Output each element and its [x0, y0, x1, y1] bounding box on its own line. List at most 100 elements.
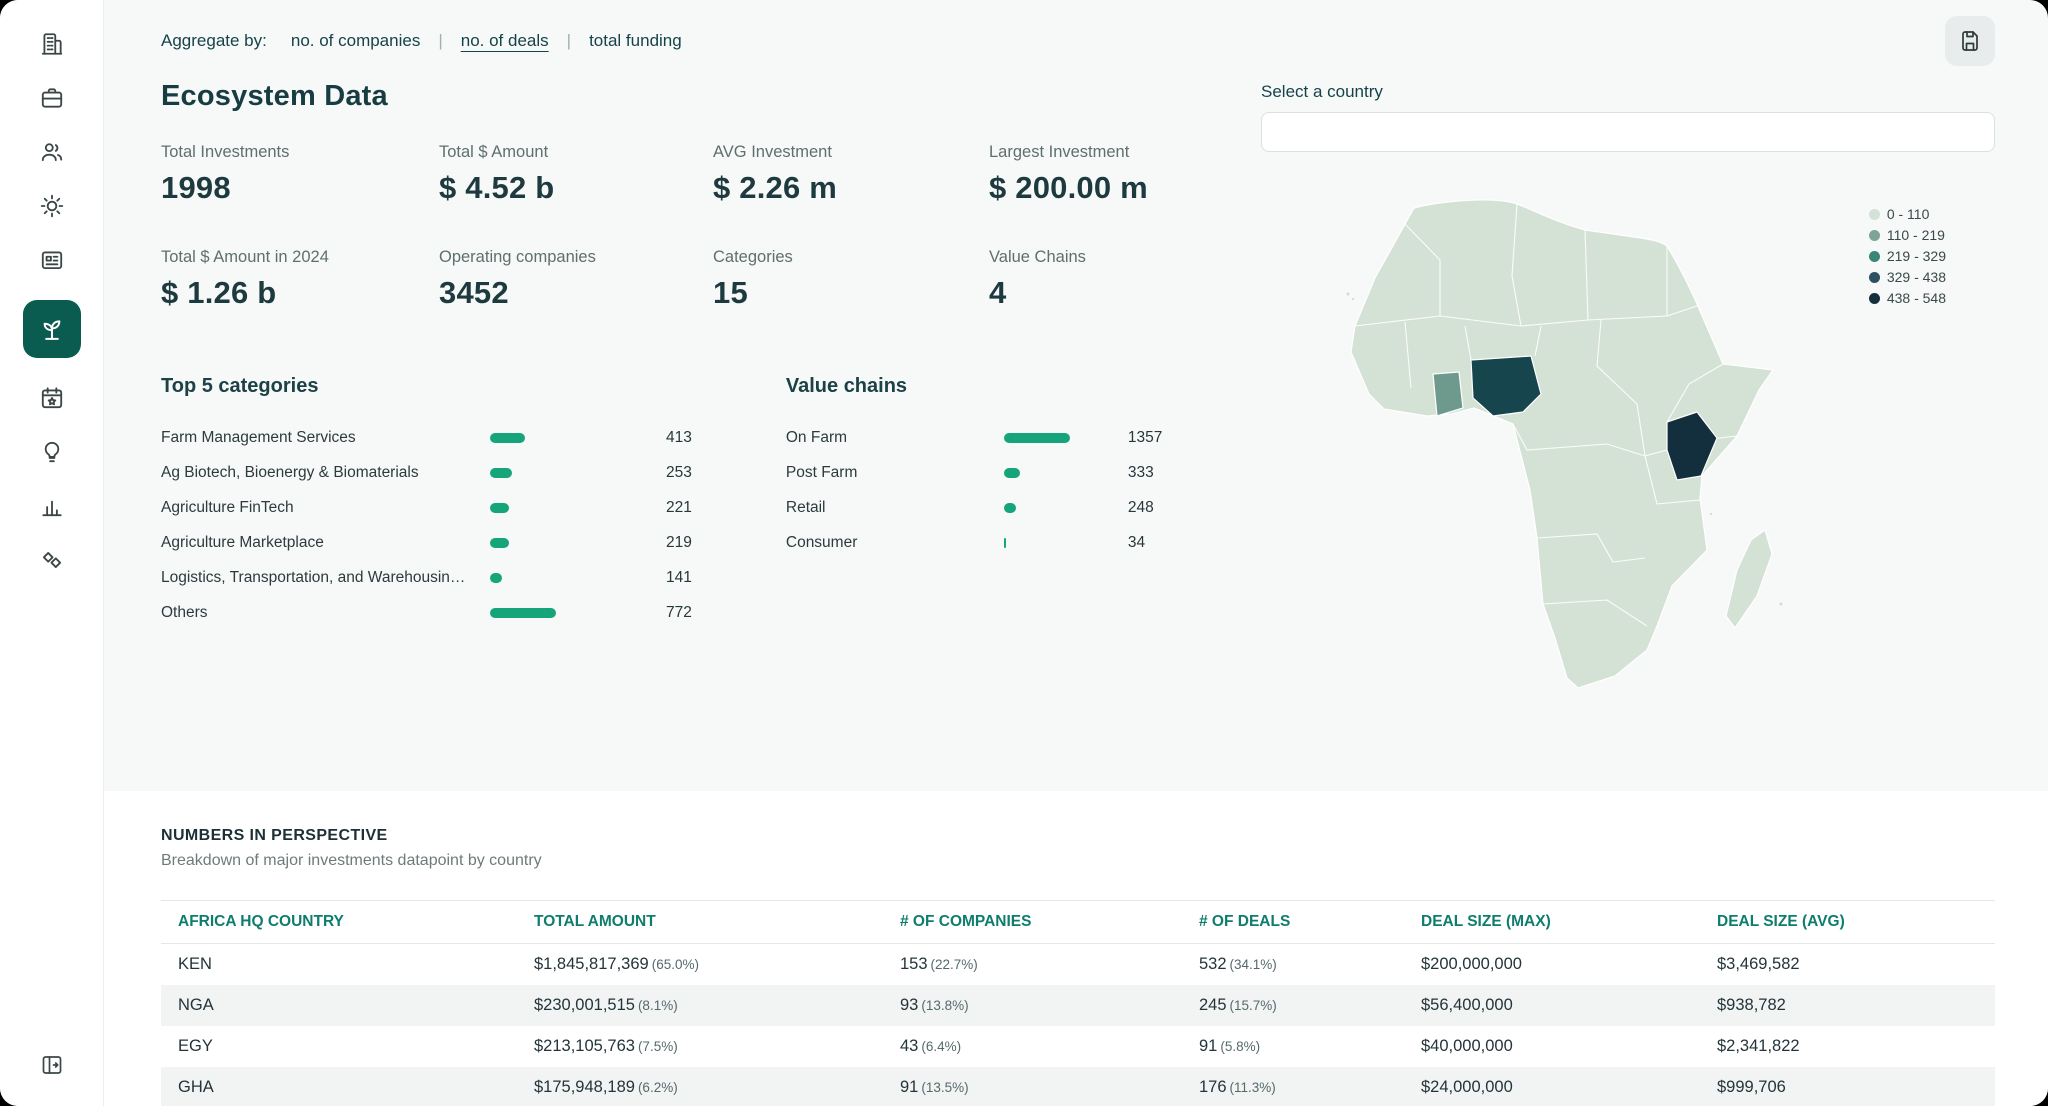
island-madagascar[interactable]: [1725, 529, 1773, 630]
cell-percent: (22.7%): [930, 957, 978, 972]
numbers-in-perspective: NUMBERS IN PERSPECTIVE Breakdown of majo…: [104, 791, 2048, 1106]
cell-value: 176: [1199, 1078, 1227, 1096]
bar-label: Post Farm: [785, 463, 858, 481]
page-title: Ecosystem Data: [161, 80, 388, 112]
cell-percent: (6.2%): [637, 1080, 678, 1095]
stat-total-amount: Total $ Amount $ 4.52 b: [439, 143, 713, 206]
building-icon: [41, 33, 62, 55]
sidebar-item-events[interactable]: [38, 384, 66, 412]
bar-zone: [490, 432, 666, 443]
column-header[interactable]: TOTAL AMOUNT: [517, 900, 883, 944]
aggregate-option-companies[interactable]: no. of companies: [290, 31, 421, 50]
africa-map[interactable]: [1345, 198, 1785, 698]
collapse-panel-icon: [42, 1056, 61, 1074]
legend-label: 110 - 219: [1886, 227, 1945, 243]
bar-label: Agriculture FinTech: [161, 498, 294, 516]
legend-item: 219 - 329: [1868, 248, 1946, 264]
bar-value: 1357: [1127, 428, 1163, 446]
stat-value-chains: Value Chains 4: [989, 248, 1261, 311]
sidebar-item-insights[interactable]: [38, 438, 66, 466]
cell-country: NGA: [178, 996, 214, 1014]
table-row: GHA $175,948,189 (6.2%) 91 (13.5%) 176 (11.…: [161, 1067, 1995, 1106]
bar: [490, 432, 526, 443]
map-panel: Select a country: [1261, 66, 1995, 703]
stat-label: Operating companies: [439, 248, 596, 266]
cell-percent: (13.5%): [921, 1080, 969, 1095]
seedling-icon: [43, 320, 60, 340]
africa-continent-shape[interactable]: [1350, 199, 1775, 689]
column-header[interactable]: AFRICA HQ COUNTRY: [161, 900, 517, 944]
sidebar-item-deals[interactable]: [38, 546, 66, 574]
bar-label: Others: [161, 603, 208, 621]
aggregate-option-deals[interactable]: no. of deals: [460, 31, 549, 50]
bar-zone: [490, 502, 666, 513]
bar-list: Farm Management Services 413 Ag Biotech,…: [161, 420, 692, 630]
legend-item: 329 - 438: [1868, 269, 1946, 285]
sun-icon: [40, 194, 63, 218]
stat-value: 1998: [161, 170, 231, 205]
cell-value: 91: [1199, 1037, 1218, 1055]
section-title: NUMBERS IN PERSPECTIVE: [161, 827, 388, 844]
save-button[interactable]: [1945, 16, 1995, 66]
sidebar-item-people[interactable]: [38, 138, 66, 166]
table-row: KEN $1,845,817,369 (65.0%) 153 (22.7%) 532…: [161, 944, 1995, 986]
cell-value: $230,001,515: [534, 996, 635, 1014]
bar-value: 772: [666, 603, 692, 621]
cell-value: $175,948,189: [534, 1078, 635, 1096]
charts-row: Top 5 categories Farm Management Service…: [161, 375, 1261, 630]
sidebar-item-building[interactable]: [38, 30, 66, 58]
bar-value: 248: [1127, 498, 1154, 516]
cell-value: 245: [1199, 996, 1227, 1014]
sidebar-collapse-button[interactable]: [36, 1049, 68, 1084]
bar-list: On Farm 1357 Post Farm 333 Retail: [786, 420, 1162, 560]
sidebar-item-climate[interactable]: [38, 192, 66, 220]
stat-total-investments: Total Investments 1998: [161, 143, 439, 206]
aggregate-option-funding[interactable]: total funding: [589, 31, 682, 50]
main-content: Aggregate by: no. of companies | no. of …: [104, 0, 2048, 1106]
cell-country: GHA: [178, 1078, 214, 1096]
calendar-star-icon: [41, 387, 62, 409]
bar-label: Logistics, Transportation, and Warehousi…: [161, 568, 466, 586]
stat-label: AVG Investment: [713, 143, 832, 161]
stat-value: 15: [713, 275, 748, 310]
cell-percent: (5.8%): [1220, 1039, 1261, 1054]
bar: [490, 537, 509, 548]
sidebar-item-news[interactable]: [38, 246, 66, 274]
lightbulb-icon: [44, 441, 59, 463]
save-icon: [1962, 31, 1978, 51]
cell-percent: (6.4%): [921, 1039, 962, 1054]
bar-zone: [1003, 502, 1128, 513]
stat-largest-investment: Largest Investment $ 200.00 m: [989, 143, 1261, 206]
bar-zone: [490, 607, 666, 618]
column-header[interactable]: DEAL SIZE (MAX): [1404, 900, 1700, 944]
cell-value: $2,341,822: [1717, 1037, 1800, 1055]
bar-label: On Farm: [785, 428, 848, 446]
cell-value: 93: [900, 996, 919, 1014]
sidebar-item-briefcase[interactable]: [38, 84, 66, 112]
cell-value: $3,469,582: [1717, 955, 1800, 973]
stat-value: $ 2.26 m: [713, 170, 837, 205]
bar-zone: [1003, 537, 1128, 548]
column-header[interactable]: # OF DEALS: [1182, 900, 1404, 944]
sidebar-item-analytics[interactable]: [38, 492, 66, 520]
stat-value: 4: [989, 275, 1007, 310]
cell-value: $24,000,000: [1421, 1078, 1513, 1096]
bar-zone: [490, 467, 666, 478]
country-kenya[interactable]: [1666, 411, 1718, 481]
country-nigeria[interactable]: [1470, 355, 1542, 417]
cell-value: $40,000,000: [1421, 1037, 1513, 1055]
country-select-input[interactable]: [1261, 112, 1995, 152]
cell-percent: (65.0%): [651, 957, 699, 972]
column-header[interactable]: DEAL SIZE (AVG): [1700, 900, 1995, 944]
legend-label: 0 - 110: [1886, 206, 1930, 222]
sidebar-item-investments[interactable]: [22, 300, 81, 358]
aggregate-by: Aggregate by: no. of companies | no. of …: [161, 31, 682, 51]
country-ghana[interactable]: [1432, 371, 1464, 417]
legend-dot: [1868, 208, 1880, 220]
stat-value: $ 1.26 b: [161, 275, 277, 310]
stat-label: Total $ Amount in 2024: [161, 248, 329, 266]
legend-dot: [1868, 229, 1880, 241]
column-header[interactable]: # OF COMPANIES: [883, 900, 1182, 944]
legend-dot: [1868, 250, 1880, 262]
newspaper-icon: [41, 251, 62, 270]
